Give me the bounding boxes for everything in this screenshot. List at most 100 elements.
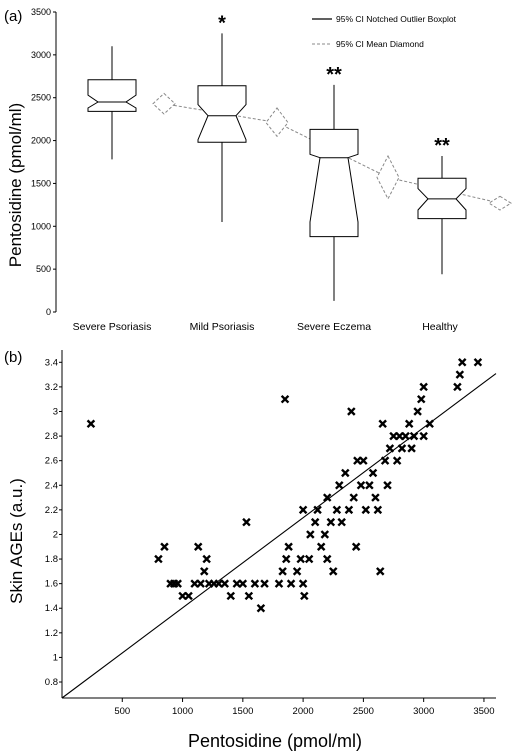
scatter-point: [298, 579, 308, 588]
scatter-point: [154, 554, 163, 564]
scatter-point: [326, 517, 336, 527]
scatter-point: [404, 419, 414, 429]
scatter-points: [86, 358, 483, 613]
scatter-point: [281, 554, 291, 564]
scatter-point: [200, 567, 209, 576]
scatter-point: [244, 591, 254, 601]
scatter-point: [160, 542, 169, 551]
scatter-point: [425, 419, 434, 429]
scatter-point: [337, 517, 346, 527]
box-body: [309, 128, 359, 238]
scatter-point: [378, 419, 387, 429]
panel-b-y-tick-label: 1.8: [45, 554, 58, 565]
panel-b-y-tick-label: 1.6: [45, 579, 58, 590]
scatter-point: [196, 579, 205, 588]
scatter-point: [274, 579, 284, 588]
panel-b: (b) Skin AGEs (a.u.) Pentosidine (pmol/m…: [4, 349, 497, 751]
scatter-point: [341, 468, 350, 478]
panel-a-category-label: Mild Psoriasis: [190, 321, 255, 333]
panel-b-ylabel: Skin AGEs (a.u.): [7, 478, 26, 604]
scatter-point: [242, 517, 251, 527]
legend-boxplot-label: 95% CI Notched Outlier Boxplot: [336, 14, 457, 24]
panel-a-y-ticks: 0 500 1000 1500 2000 2500 3000 3500: [31, 7, 56, 317]
scatter-point: [284, 542, 293, 551]
scatter-point: [473, 358, 483, 367]
panel-a-y-tick-label: 1500: [31, 178, 51, 188]
scatter-point: [313, 505, 322, 515]
panel-b-y-tick-label: 2.8: [45, 431, 58, 442]
scatter-point: [359, 456, 368, 465]
scatter-point: [417, 394, 426, 404]
scatter-point: [329, 567, 338, 576]
scatter-point: [413, 407, 422, 416]
scatter-point: [322, 554, 332, 564]
scatter-point: [286, 579, 296, 588]
scatter-point: [361, 505, 371, 515]
box-body: [197, 85, 247, 143]
panel-b-y-tick-label: 2.6: [45, 456, 58, 467]
scatter-point: [320, 530, 330, 539]
scatter-point: [401, 431, 410, 441]
scatter-point: [368, 468, 378, 478]
scatter-point: [409, 431, 419, 441]
scatter-point: [296, 554, 305, 564]
scatter-point: [292, 567, 302, 576]
panel-b-y-tick-label: 1.2: [45, 628, 58, 639]
scatter-point: [332, 505, 342, 515]
scatter-point: [453, 382, 462, 392]
panel-b-y-tick-label: 3.4: [45, 357, 58, 368]
scatter-point: [407, 444, 416, 453]
scatter-point: [392, 456, 402, 465]
panel-b-y-tick-label: 1: [53, 652, 58, 663]
panel-a-category-label: Severe Psoriasis: [73, 321, 152, 333]
scatter-point: [455, 370, 465, 379]
panel-a-y-tick-label: 3000: [31, 50, 51, 60]
panel-b-y-tick-label: 3: [53, 406, 58, 417]
panel-b-label: (b): [4, 349, 22, 366]
scatter-point: [220, 579, 229, 588]
scatter-point: [322, 493, 332, 502]
panel-a: (a) Pentosidine (pmol/ml) 0 500 1000 1500 20…: [4, 7, 512, 333]
scatter-point: [457, 358, 467, 367]
scatter-point: [202, 554, 211, 564]
significance-marks: *****: [218, 12, 450, 157]
panel-a-y-tick-label: 0: [46, 307, 51, 317]
scatter-point: [173, 579, 182, 588]
scatter-point: [310, 517, 320, 527]
significance-mark: **: [434, 135, 450, 157]
mean-diamond: [152, 92, 176, 115]
panel-b-y-tick-label: 0.8: [45, 677, 58, 688]
significance-mark: *: [218, 12, 226, 34]
panel-b-y-tick-label: 2.2: [45, 505, 58, 516]
scatter-point: [316, 542, 326, 551]
panel-b-x-tick-label: 3500: [473, 706, 494, 717]
box-body: [87, 79, 137, 112]
scatter-point: [344, 505, 354, 515]
scatter-point: [383, 481, 392, 490]
panel-b-x-tick-label: 2500: [353, 706, 374, 717]
panel-a-category-labels: Severe Psoriasis Mild Psoriasis Severe Ecz…: [73, 321, 459, 333]
panel-b-x-ticks: 500 1000 1500 2000 2500 3000 3500: [114, 698, 495, 717]
trend-line: [61, 373, 497, 699]
mean-diamond: [376, 154, 400, 200]
panel-b-y-tick-label: 2.4: [45, 480, 58, 491]
scatter-point: [356, 481, 366, 490]
scatter-point: [371, 493, 380, 502]
panel-b-y-tick-label: 2: [53, 529, 58, 540]
scatter-point: [385, 444, 395, 453]
panel-b-x-tick-label: 1500: [232, 706, 253, 717]
scatter-point: [419, 382, 428, 392]
scatter-point: [380, 456, 390, 465]
panel-b-xlabel: Pentosidine (pmol/ml): [188, 731, 362, 751]
boxplots: [87, 33, 467, 301]
panel-a-legend: 95% CI Notched Outlier Boxplot 95% CI Me…: [312, 14, 457, 49]
scatter-point: [347, 407, 356, 416]
scatter-point: [256, 603, 266, 613]
panel-a-y-tick-label: 2500: [31, 93, 51, 103]
panel-a-category-label: Healthy: [422, 321, 458, 333]
panel-b-x-tick-label: 500: [114, 706, 130, 717]
scatter-point: [86, 419, 96, 429]
panel-a-y-tick-label: 2000: [31, 136, 51, 146]
scatter-point: [376, 567, 385, 576]
scatter-point: [250, 579, 260, 588]
